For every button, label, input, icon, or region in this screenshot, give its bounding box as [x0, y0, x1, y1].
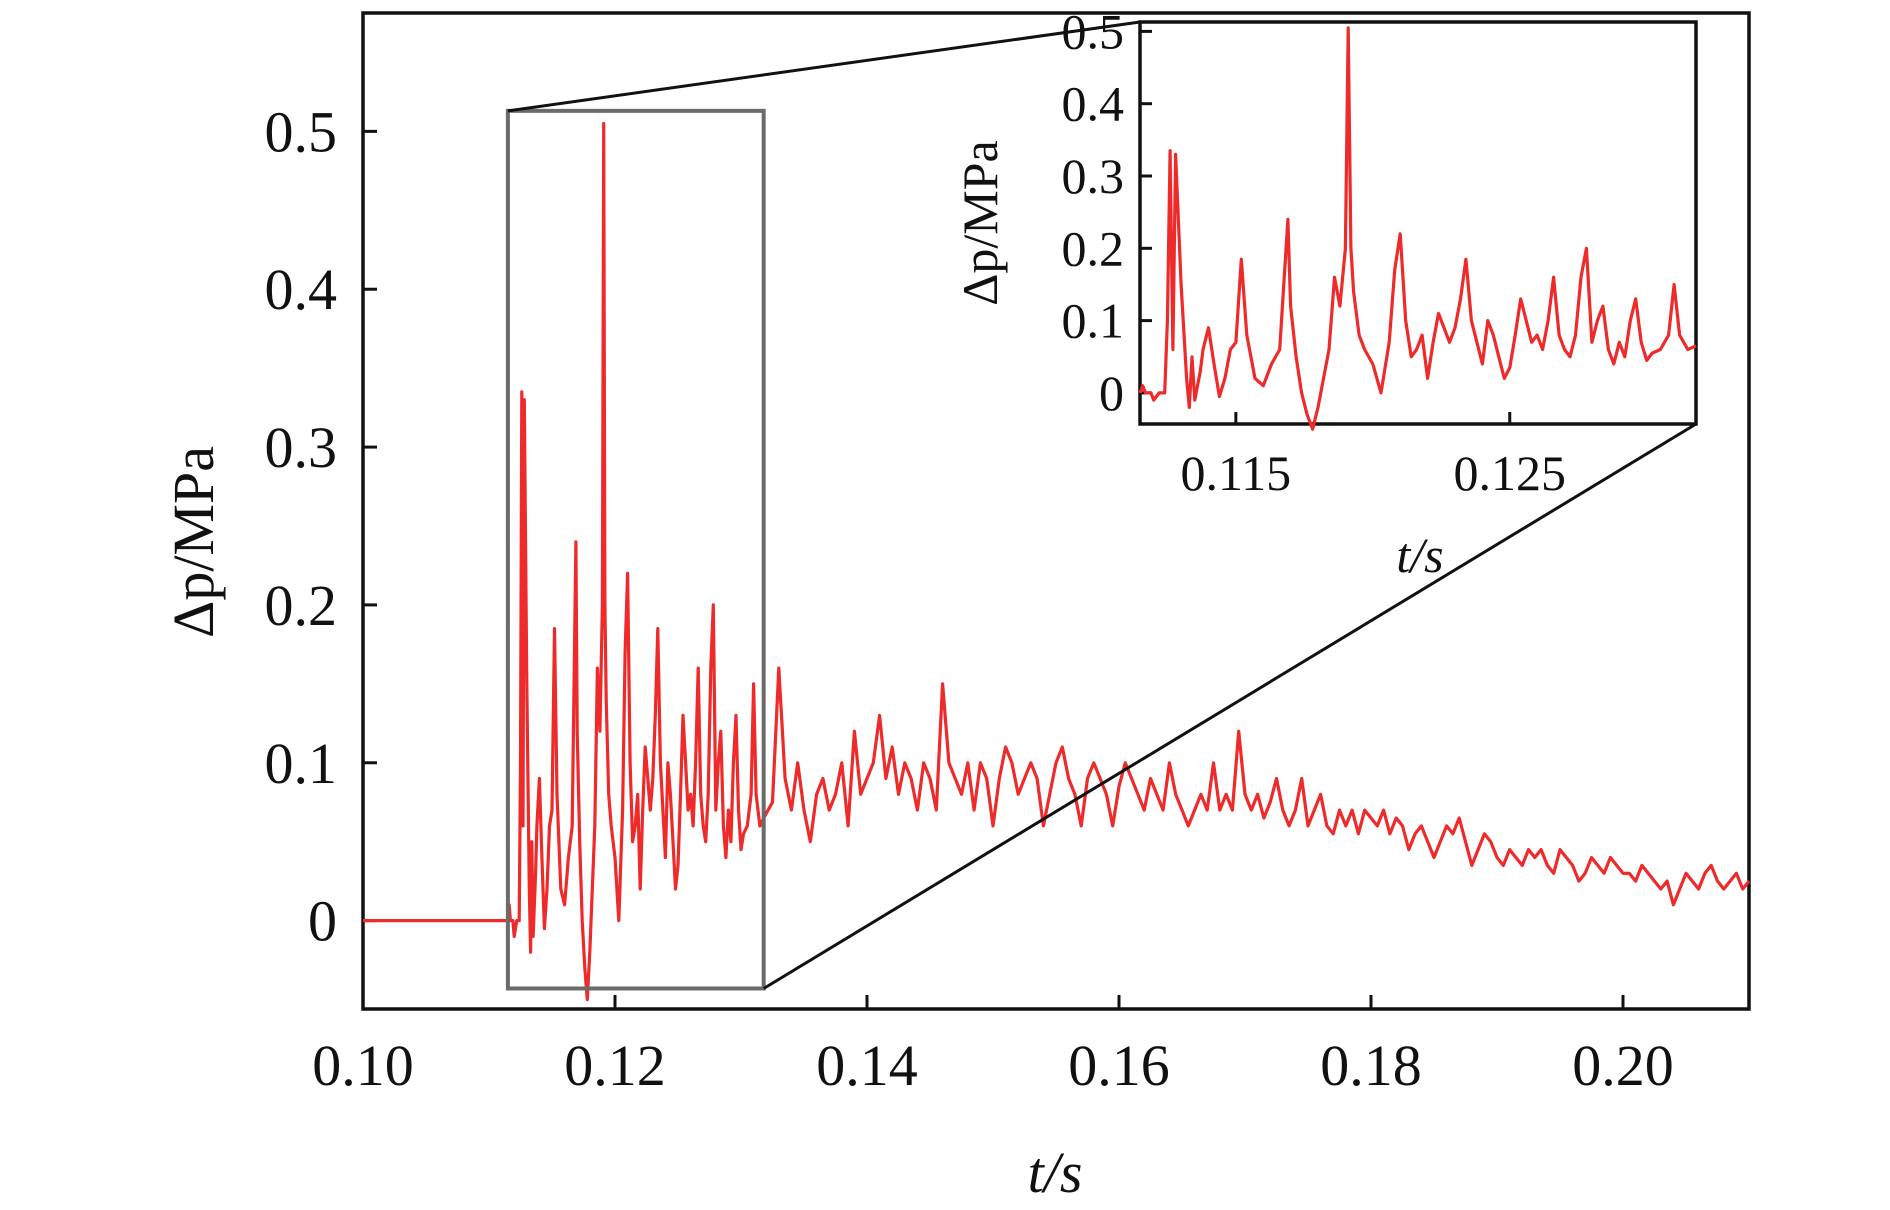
inset-y-axis-title: Δp/MPa [952, 140, 1008, 306]
inset-x-tick-label: 0.125 [1454, 445, 1567, 501]
inset-y-tick-label: 0.4 [1062, 76, 1125, 132]
main-x-ticks: 0.10 0.12 0.14 0.16 0.18 0.20 [312, 995, 1674, 1098]
zoom-connector-top-line [507, 20, 1141, 113]
main-x-tick-label: 0.20 [1572, 1033, 1674, 1098]
inset-y-ticks: 0 0.1 0.2 0.3 0.4 0.5 [1062, 3, 1152, 421]
main-x-axis-title-text: t/s [1028, 1140, 1083, 1205]
inset-x-tick-label: 0.115 [1181, 445, 1292, 501]
main-y-tick-label: 0.4 [265, 257, 338, 322]
main-x-tick-label: 0.10 [312, 1033, 414, 1098]
main-plot-frame [361, 11, 1751, 1011]
inset-y-tick-label: 0.2 [1062, 220, 1125, 276]
main-y-tick-label: 0.3 [265, 415, 338, 480]
inset-pressure-series-line [1138, 26, 1697, 431]
main-x-tick-label: 0.14 [816, 1033, 918, 1098]
inset-plot-frame [1138, 20, 1698, 426]
main-x-axis-title: t/s [1028, 1140, 1083, 1205]
main-y-ticks: 0 0.1 0.2 0.3 0.4 0.5 [265, 99, 377, 954]
main-y-axis-title: Δp/MPa [161, 446, 226, 638]
inset-y-tick-label: 0 [1099, 365, 1124, 421]
main-axes: 0.10 0.12 0.14 0.16 0.18 0.20 00.10.20.30.40.… [161, 11, 1751, 1205]
main-y-tick-label: 0.1 [265, 731, 338, 796]
inset-y-tick-label: 0.1 [1062, 293, 1125, 349]
inset-x-axis-title-text: t/s [1396, 527, 1443, 583]
main-x-tick-label: 0.16 [1068, 1033, 1170, 1098]
main-y-tick-label: 0.2 [265, 573, 338, 638]
main-y-tick-label: 0 [308, 889, 337, 954]
main-y-tick-label: 0.5 [265, 99, 338, 164]
inset-y-tick-label: 0.3 [1062, 148, 1125, 204]
inset-axes: 0.115 0.125 0 0.1 0.2 0.3 0.4 0.5 t/s Δp/MPa [952, 3, 1698, 583]
inset-background [1140, 22, 1696, 424]
inset-x-axis-title: t/s [1396, 527, 1443, 583]
zoom-connector-bottom-line [762, 422, 1697, 990]
main-x-tick-label: 0.12 [564, 1033, 666, 1098]
inset-y-tick-label: 0.5 [1062, 3, 1125, 59]
main-x-tick-label: 0.18 [1320, 1033, 1422, 1098]
inset-x-ticks: 0.115 0.125 [1181, 412, 1566, 501]
main-pressure-series-line [363, 121, 1751, 1002]
zoom-region-rectangle [505, 108, 766, 991]
